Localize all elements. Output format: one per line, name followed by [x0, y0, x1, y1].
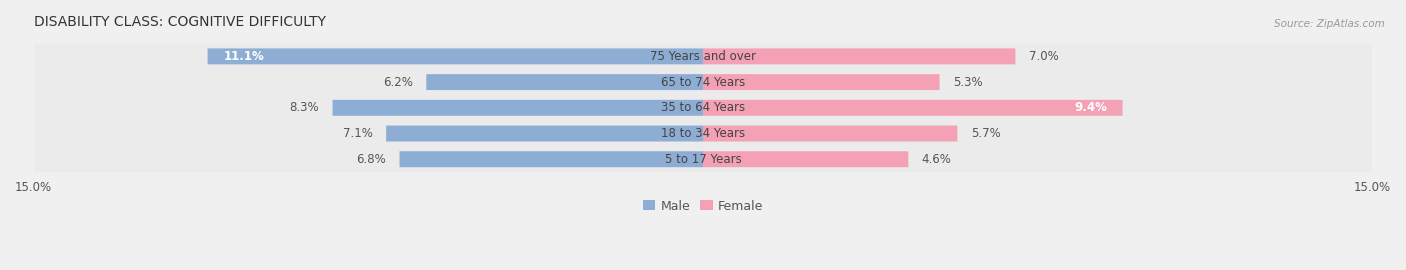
Text: 8.3%: 8.3%	[290, 101, 319, 114]
FancyBboxPatch shape	[703, 48, 1015, 64]
FancyBboxPatch shape	[333, 100, 703, 116]
FancyBboxPatch shape	[703, 151, 908, 167]
Text: 18 to 34 Years: 18 to 34 Years	[661, 127, 745, 140]
Text: 9.4%: 9.4%	[1074, 101, 1107, 114]
FancyBboxPatch shape	[703, 74, 939, 90]
FancyBboxPatch shape	[426, 74, 703, 90]
Text: 5.3%: 5.3%	[953, 76, 983, 89]
Text: 5.7%: 5.7%	[970, 127, 1001, 140]
FancyBboxPatch shape	[703, 100, 1122, 116]
Text: 4.6%: 4.6%	[922, 153, 952, 166]
FancyBboxPatch shape	[34, 121, 1372, 146]
Text: 7.1%: 7.1%	[343, 127, 373, 140]
Text: 5 to 17 Years: 5 to 17 Years	[665, 153, 741, 166]
Text: 35 to 64 Years: 35 to 64 Years	[661, 101, 745, 114]
Text: Source: ZipAtlas.com: Source: ZipAtlas.com	[1274, 19, 1385, 29]
Text: 6.2%: 6.2%	[382, 76, 413, 89]
FancyBboxPatch shape	[703, 126, 957, 141]
FancyBboxPatch shape	[208, 48, 703, 64]
Text: 7.0%: 7.0%	[1029, 50, 1059, 63]
Text: 6.8%: 6.8%	[356, 153, 387, 166]
Text: DISABILITY CLASS: COGNITIVE DIFFICULTY: DISABILITY CLASS: COGNITIVE DIFFICULTY	[34, 15, 326, 29]
FancyBboxPatch shape	[34, 146, 1372, 172]
FancyBboxPatch shape	[34, 69, 1372, 95]
FancyBboxPatch shape	[399, 151, 703, 167]
Text: 75 Years and over: 75 Years and over	[650, 50, 756, 63]
Text: 65 to 74 Years: 65 to 74 Years	[661, 76, 745, 89]
FancyBboxPatch shape	[387, 126, 703, 141]
Legend: Male, Female: Male, Female	[638, 194, 768, 218]
FancyBboxPatch shape	[34, 95, 1372, 121]
Text: 11.1%: 11.1%	[224, 50, 264, 63]
FancyBboxPatch shape	[34, 43, 1372, 69]
